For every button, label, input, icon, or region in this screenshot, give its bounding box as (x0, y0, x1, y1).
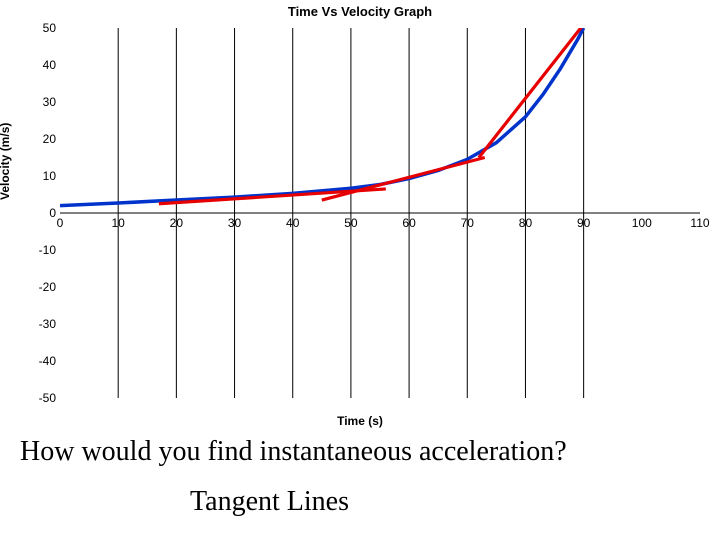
answer-text: Tangent Lines (190, 486, 700, 518)
chart-title: Time Vs Velocity Graph (0, 4, 720, 19)
y-tick-label: -10 (26, 243, 56, 257)
y-tick-label: 40 (26, 58, 56, 72)
y-axis-label: Velocity (m/s) (0, 123, 12, 200)
chart-container: Time Vs Velocity Graph Velocity (m/s) Ti… (0, 0, 720, 430)
x-axis-label: Time (s) (0, 414, 720, 428)
y-tick-label: 50 (26, 21, 56, 35)
tangent-line (322, 158, 485, 201)
y-tick-label: 30 (26, 95, 56, 109)
y-tick-label: 10 (26, 169, 56, 183)
question-text: How would you find instantaneous acceler… (20, 436, 700, 468)
y-tick-label: 0 (26, 206, 56, 220)
y-tick-label: -40 (26, 354, 56, 368)
y-tick-label: 20 (26, 132, 56, 146)
plot-area (60, 28, 700, 398)
y-tick-label: -20 (26, 280, 56, 294)
y-tick-label: -50 (26, 391, 56, 405)
velocity-curve (60, 28, 584, 206)
y-tick-label: -30 (26, 317, 56, 331)
caption-block: How would you find instantaneous acceler… (0, 430, 720, 518)
